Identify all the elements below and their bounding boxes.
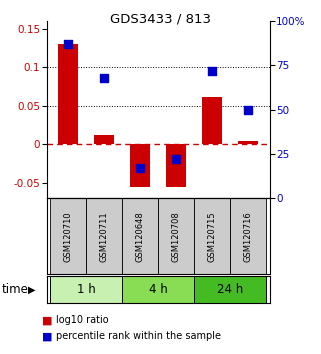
Point: [101, 75, 107, 81]
Bar: [166, 144, 186, 187]
Text: GDS3433 / 813: GDS3433 / 813: [110, 12, 211, 25]
Bar: [94, 135, 114, 144]
Point: [65, 41, 71, 47]
Bar: [202, 97, 222, 144]
Bar: [194, 276, 266, 303]
Text: GSM120648: GSM120648: [135, 211, 144, 262]
Bar: [50, 198, 86, 274]
Text: GSM120716: GSM120716: [244, 211, 253, 262]
Bar: [122, 198, 158, 274]
Text: GSM120710: GSM120710: [64, 211, 73, 262]
Text: log10 ratio: log10 ratio: [56, 315, 109, 325]
Text: percentile rank within the sample: percentile rank within the sample: [56, 331, 221, 341]
Bar: [230, 198, 266, 274]
Text: 4 h: 4 h: [149, 283, 168, 296]
Text: ▶: ▶: [28, 284, 36, 295]
Bar: [86, 198, 122, 274]
Text: 24 h: 24 h: [217, 283, 243, 296]
Point: [210, 68, 215, 74]
Text: GSM120711: GSM120711: [100, 211, 108, 262]
Text: GSM120715: GSM120715: [208, 211, 217, 262]
Text: ■: ■: [42, 315, 52, 325]
Bar: [122, 276, 194, 303]
Text: GSM120708: GSM120708: [172, 211, 181, 262]
Point: [246, 107, 251, 113]
Text: 1 h: 1 h: [77, 283, 96, 296]
Bar: [130, 144, 150, 187]
Bar: [194, 198, 230, 274]
Bar: [158, 198, 194, 274]
Point: [174, 156, 179, 162]
Point: [137, 165, 143, 171]
Text: ■: ■: [42, 331, 52, 341]
Bar: [58, 44, 78, 144]
Text: time: time: [2, 283, 29, 296]
Bar: [50, 276, 122, 303]
Bar: [238, 141, 258, 144]
